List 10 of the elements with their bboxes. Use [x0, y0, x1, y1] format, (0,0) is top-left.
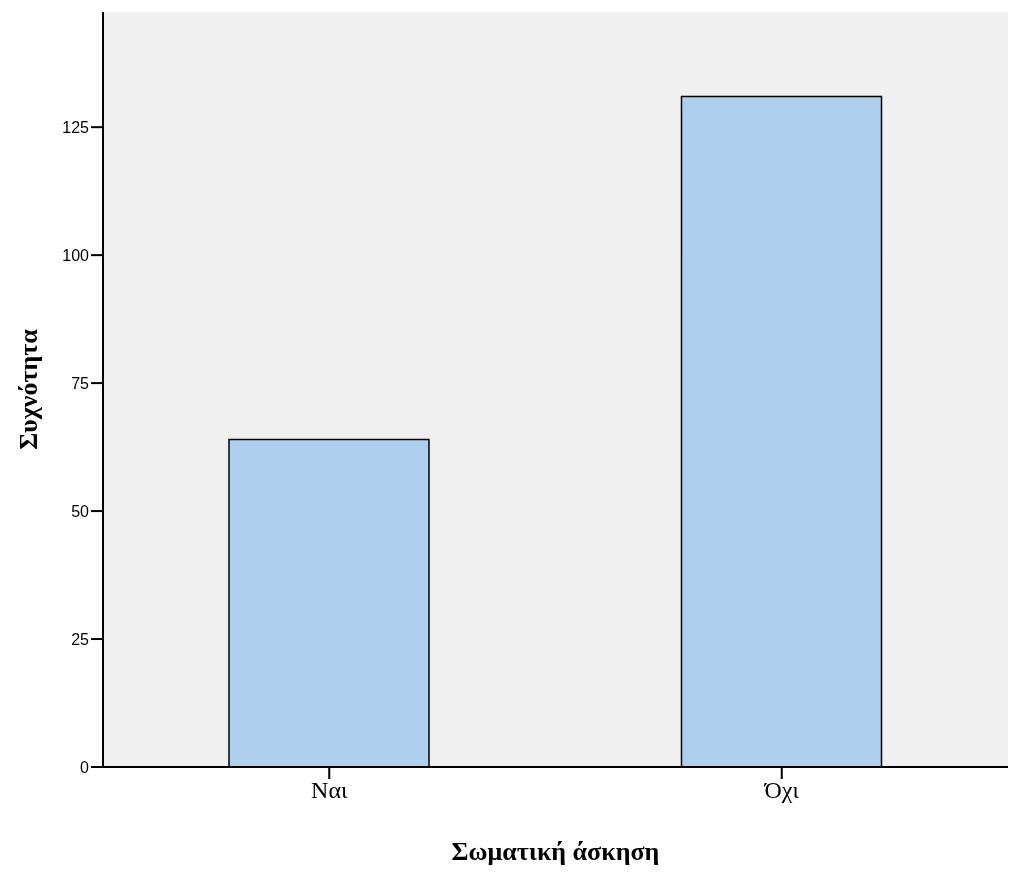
y-tick-label: 125	[62, 118, 90, 136]
y-axis-title: Συχνότητα	[14, 328, 44, 450]
y-tick-label: 0	[80, 758, 90, 776]
x-tick-label: Όχι	[763, 777, 800, 804]
y-tick-label: 75	[71, 374, 90, 392]
x-tick-label: Ναι	[311, 777, 348, 804]
y-tick-label: 25	[71, 630, 90, 648]
y-tick-label: 50	[71, 502, 90, 520]
y-tick-label: 100	[62, 246, 90, 264]
x-axis-title: Σωματική άσκηση	[451, 837, 660, 866]
